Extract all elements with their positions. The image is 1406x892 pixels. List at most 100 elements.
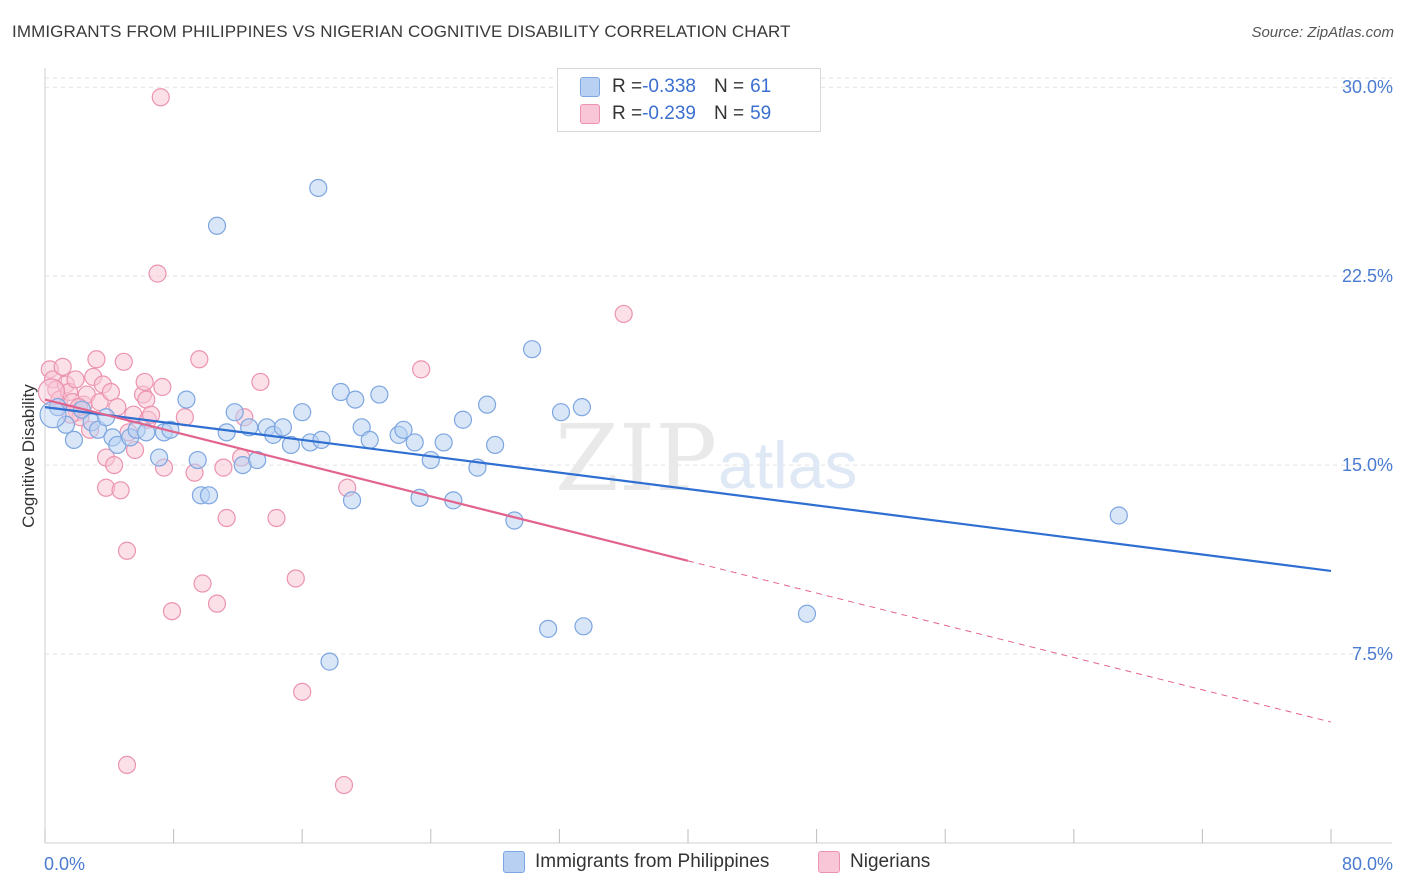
legend-n-value: 61: [750, 76, 772, 97]
philippines-point: [225, 403, 244, 422]
philippines-point: [370, 385, 389, 404]
nigerian-point: [214, 458, 233, 477]
philippines-point: [486, 435, 505, 455]
nigerian-point: [117, 755, 137, 775]
nigerian-trend-line-extrapolated: [687, 560, 1332, 723]
nigerian-point: [111, 481, 130, 500]
philippines-point: [331, 382, 350, 402]
philippines-point: [572, 398, 592, 417]
bottom-legend-swatch-pink: [818, 851, 840, 873]
philippines-point: [64, 430, 84, 450]
philippines-point: [217, 423, 236, 442]
philippines-point: [281, 435, 301, 455]
nigerian-point: [66, 370, 85, 389]
watermark: ZIP atlas: [555, 405, 857, 512]
bottom-legend-nigerians: Nigerians: [818, 851, 930, 873]
tick-labels: 7.5% 15.0% 22.5% 30.0% 0.0% 80.0%: [44, 77, 1393, 874]
legend-row-nigerians: R = -0.239 N = 59: [580, 102, 771, 126]
nigerian-point: [334, 775, 354, 795]
philippines-point: [199, 486, 219, 505]
nigerian-point: [117, 541, 137, 560]
legend-swatch-blue: [580, 77, 600, 97]
philippines-cluster-point: [39, 401, 67, 429]
philippines-trend-line: [44, 406, 1332, 573]
chart-title: IMMIGRANTS FROM PHILIPPINES VS NIGERIAN …: [12, 22, 791, 41]
philippines-point: [797, 604, 817, 623]
nigerian-point: [135, 372, 154, 392]
philippines-point: [273, 418, 293, 437]
legend-r-label: R =: [612, 76, 643, 97]
philippines-point: [394, 420, 413, 439]
nigerian-point: [286, 569, 305, 588]
watermark-atlas: atlas: [718, 428, 857, 502]
x-tick-label: 80.0%: [1342, 854, 1393, 874]
y-tick-label: 22.5%: [1342, 266, 1393, 286]
nigerian-point: [251, 372, 270, 392]
philippines-point: [574, 617, 593, 636]
philippines-points: [39, 178, 1128, 671]
legend-r-value: -0.239: [642, 103, 696, 124]
legend-n-value: 59: [750, 103, 772, 124]
nigerian-point: [53, 357, 72, 376]
nigerian-point: [90, 393, 109, 412]
nigerian-point: [207, 594, 227, 613]
philippines-point: [405, 433, 424, 452]
philippines-point: [150, 448, 169, 467]
philippines-point: [207, 216, 227, 235]
nigerian-point: [105, 455, 124, 475]
watermark-zip: ZIP: [555, 405, 717, 512]
y-tick-label: 15.0%: [1342, 455, 1393, 475]
nigerian-point: [141, 405, 161, 424]
philippines-point: [177, 390, 196, 409]
trend-lines: [44, 398, 1332, 723]
y-tick-label: 30.0%: [1342, 77, 1393, 97]
philippines-point: [309, 178, 328, 198]
philippines-point: [477, 395, 497, 414]
nigerian-point: [151, 88, 170, 107]
nigerian-point: [614, 304, 633, 324]
philippines-point: [453, 410, 473, 429]
nigerian-point: [101, 382, 121, 402]
philippines-point: [1109, 506, 1128, 525]
philippines-point: [434, 433, 453, 452]
philippines-point: [293, 403, 312, 422]
philippines-point: [137, 423, 156, 442]
correlation-legend: R = -0.338 N = 61 R = -0.239 N = 59: [557, 68, 821, 132]
legend-r-value: -0.338: [642, 76, 696, 97]
philippines-point: [342, 491, 362, 510]
nigerian-trend-line: [44, 398, 689, 562]
legend-swatch-pink: [580, 104, 600, 124]
bottom-legend-philippines: Immigrants from Philippines: [503, 851, 769, 873]
legend-n-label: N =: [713, 76, 745, 97]
nigerian-point: [162, 602, 182, 621]
philippines-point: [421, 450, 440, 470]
legend-n-label: N =: [713, 103, 745, 124]
philippines-point: [188, 450, 207, 470]
legend-row-philippines: R = -0.338 N = 61: [580, 75, 771, 99]
axes: [44, 68, 1392, 844]
nigerian-point: [153, 377, 172, 397]
philippines-point: [360, 430, 379, 450]
philippines-point: [551, 403, 571, 422]
philippines-point: [539, 619, 558, 638]
nigerian-point: [217, 508, 236, 528]
gridlines: [45, 77, 1392, 655]
x-tick-label: 0.0%: [44, 854, 85, 874]
philippines-point: [522, 340, 542, 359]
y-tick-label: 7.5%: [1352, 644, 1393, 664]
y-axis-label: Cognitive Disability: [19, 384, 38, 528]
philippines-point: [312, 430, 331, 450]
source-label: Source: ZipAtlas.com: [1251, 24, 1394, 41]
philippines-point: [505, 511, 524, 530]
nigerian-point: [267, 508, 286, 528]
nigerian-point: [148, 264, 167, 283]
nigerian-point: [114, 352, 133, 371]
philippines-point: [346, 390, 365, 409]
nigerian-point: [190, 350, 209, 369]
bottom-legend-label: Nigerians: [850, 851, 931, 872]
bottom-legend-label: Immigrants from Philippines: [535, 851, 770, 872]
nigerian-point: [87, 350, 106, 369]
nigerian-point: [412, 360, 431, 379]
nigerian-point: [293, 682, 312, 701]
